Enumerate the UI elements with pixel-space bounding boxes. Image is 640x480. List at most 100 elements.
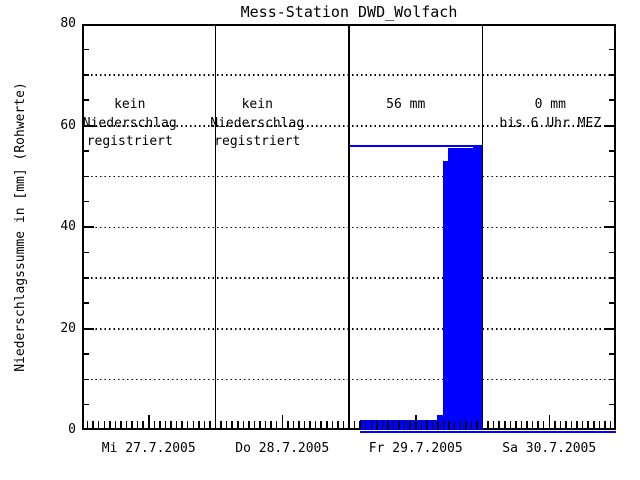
x-tick bbox=[531, 421, 534, 430]
bar-segment bbox=[448, 148, 474, 430]
day-boundary-line bbox=[481, 24, 484, 430]
x-tick bbox=[570, 421, 573, 430]
x-tick bbox=[231, 421, 233, 430]
x-tick bbox=[459, 421, 461, 430]
x-tick bbox=[203, 421, 206, 430]
x-tick bbox=[381, 421, 384, 430]
x-tick bbox=[376, 421, 378, 430]
y-tick bbox=[82, 175, 89, 177]
x-tick bbox=[476, 421, 478, 430]
x-tick bbox=[198, 421, 200, 430]
x-tick bbox=[259, 421, 261, 430]
bar-segment bbox=[443, 161, 448, 430]
x-tick bbox=[515, 421, 517, 430]
x-tick bbox=[359, 421, 361, 430]
y-tick bbox=[82, 327, 94, 330]
x-tick bbox=[576, 421, 578, 430]
x-tick bbox=[403, 421, 406, 430]
x-tick bbox=[353, 421, 356, 430]
x-tick bbox=[109, 421, 111, 430]
x-tick bbox=[442, 421, 445, 430]
x-tick bbox=[131, 421, 133, 430]
y-tick bbox=[609, 48, 616, 51]
x-tick bbox=[526, 421, 528, 430]
y-tick bbox=[604, 124, 616, 127]
y-tick bbox=[82, 251, 89, 254]
y-tick bbox=[604, 226, 616, 228]
x-tick bbox=[437, 421, 439, 430]
x-tick bbox=[504, 421, 506, 430]
y-tick bbox=[609, 403, 616, 406]
y-tick bbox=[82, 124, 94, 127]
y-tick-label: 60 bbox=[60, 117, 76, 133]
annotation-line: 0 mm bbox=[534, 97, 566, 112]
x-tick bbox=[303, 421, 306, 430]
x-tick bbox=[520, 421, 523, 430]
y-tick bbox=[82, 302, 89, 304]
x-tick bbox=[326, 421, 328, 430]
x-tick bbox=[487, 421, 489, 430]
x-tick bbox=[264, 421, 267, 430]
y-tick bbox=[609, 150, 616, 152]
x-tick bbox=[237, 421, 239, 430]
x-tick bbox=[103, 421, 105, 430]
annotation-line: registriert bbox=[86, 134, 173, 149]
y-tick bbox=[82, 353, 89, 355]
y-tick bbox=[609, 251, 616, 254]
x-tick bbox=[270, 421, 272, 430]
x-tick bbox=[548, 415, 550, 430]
x-tick bbox=[492, 421, 495, 430]
x-tick bbox=[298, 421, 300, 430]
x-tick bbox=[314, 421, 317, 430]
day-boundary-line bbox=[348, 24, 350, 430]
x-tick bbox=[387, 421, 389, 430]
x-tick bbox=[342, 421, 345, 430]
y-tick bbox=[82, 403, 89, 406]
y-tick bbox=[609, 378, 616, 380]
x-tick bbox=[175, 421, 178, 430]
x-tick bbox=[337, 421, 339, 430]
x-day-label: Fr 29.7.2005 bbox=[368, 441, 463, 456]
x-tick bbox=[448, 421, 450, 430]
y-tick bbox=[82, 48, 89, 51]
x-tick bbox=[364, 421, 367, 430]
annotation-line: bis 6 Uhr MEZ bbox=[499, 115, 602, 131]
x-tick bbox=[292, 421, 295, 430]
x-tick bbox=[537, 421, 539, 430]
x-tick bbox=[604, 421, 606, 430]
zero-precip-line bbox=[482, 430, 616, 433]
day-boundary-line bbox=[214, 24, 217, 430]
annotation-line: registriert bbox=[214, 134, 301, 149]
x-tick bbox=[97, 421, 100, 430]
y-tick bbox=[609, 302, 616, 304]
x-tick bbox=[598, 421, 601, 430]
bar-segment bbox=[473, 145, 483, 430]
y-tick-label: 40 bbox=[60, 219, 76, 234]
annotation-line: Niederschlag bbox=[82, 115, 177, 131]
x-tick bbox=[242, 421, 245, 430]
zero-precip-line bbox=[360, 430, 483, 433]
x-tick bbox=[609, 421, 612, 430]
x-tick bbox=[559, 421, 562, 430]
x-tick bbox=[470, 421, 473, 430]
y-tick bbox=[609, 200, 616, 203]
x-tick bbox=[398, 421, 400, 430]
x-tick bbox=[287, 421, 289, 430]
x-tick bbox=[248, 421, 250, 430]
x-tick bbox=[275, 421, 278, 430]
y-tick bbox=[82, 277, 89, 279]
day-total-line bbox=[349, 145, 483, 147]
x-tick bbox=[542, 421, 545, 430]
x-tick bbox=[136, 421, 139, 430]
y-tick bbox=[82, 200, 89, 203]
y-tick bbox=[609, 353, 616, 355]
x-tick bbox=[587, 421, 589, 430]
x-tick bbox=[392, 421, 395, 430]
x-tick bbox=[593, 421, 595, 430]
x-tick bbox=[164, 421, 167, 430]
x-tick bbox=[209, 421, 211, 430]
x-tick bbox=[186, 421, 189, 430]
x-day-label: Sa 30.7.2005 bbox=[502, 441, 597, 456]
x-tick bbox=[426, 421, 428, 430]
